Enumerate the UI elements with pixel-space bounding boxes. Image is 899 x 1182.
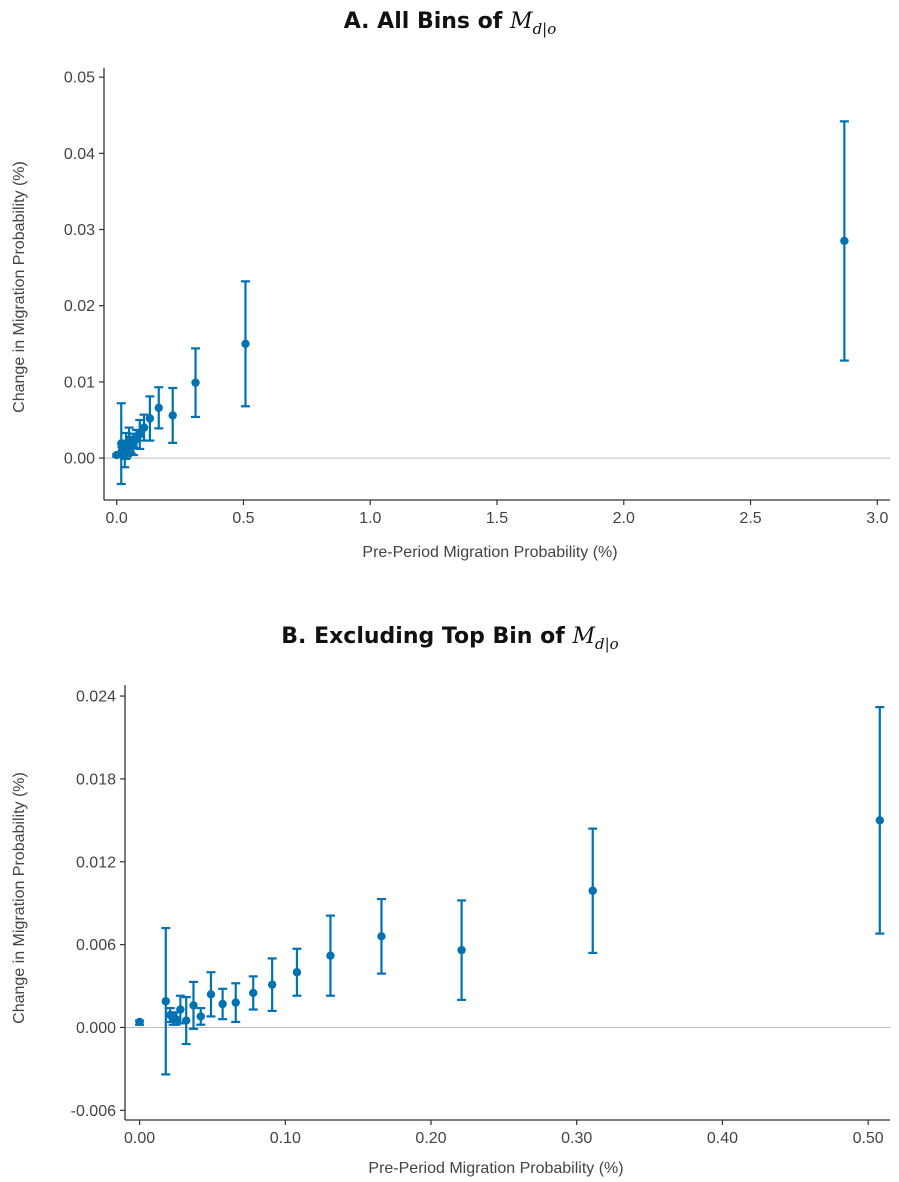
panel-b-title-text: B. Excluding Top Bin of <box>281 624 572 649</box>
panel-a-x-tick-label: 0.5 <box>232 510 254 527</box>
panel-a-y-axis-label: Change in Migration Probability (%) <box>11 161 28 413</box>
panel-b-data-point <box>457 945 466 955</box>
panel-a-data-point <box>840 236 849 246</box>
panel-b-y-tick-label: 0.006 <box>76 937 116 954</box>
panel-b-data-point <box>231 998 240 1007</box>
panel-a-data-point <box>168 411 177 420</box>
panel-a: A. All Bins of Md|o 0.0 0.5 1.0 1.5 2.0 2.5 3.… <box>11 9 890 561</box>
panel-b-y-tick-label: 0.012 <box>76 854 116 871</box>
panel-b-x-tick-label: 0.20 <box>415 1130 446 1147</box>
panel-a-x-tick-label: 2.5 <box>739 510 761 527</box>
panel-a-x-tick-label: 1.0 <box>359 510 381 527</box>
panel-b-data-point <box>292 968 302 977</box>
panel-b-data-point <box>176 1005 185 1014</box>
panel-a-x-tick-label: 3.0 <box>866 510 888 527</box>
panel-b-y-tick-label: 0.000 <box>76 1020 116 1037</box>
panel-a-y-tick-label: 0.01 <box>64 374 95 391</box>
panel-a-y-tick-label: 0.04 <box>64 146 95 163</box>
panel-b-data-point <box>171 1014 181 1024</box>
panel-b-data-point <box>218 999 227 1009</box>
panel-b-data-point <box>875 816 884 825</box>
panel-b-data-point <box>326 951 335 960</box>
panel-a-data-point <box>139 423 149 432</box>
panel-b-data-point <box>196 1012 205 1021</box>
panel-b-data-point <box>182 1016 191 1025</box>
panel-b-title-math-sub: d|o <box>595 635 619 653</box>
panel-b-data-point <box>135 1017 144 1027</box>
panel-a-y-tick-label: 0.05 <box>64 70 95 87</box>
panel-b-title: B. Excluding Top Bin of Md|o <box>281 624 618 653</box>
panel-b-x-tick-label: 0.00 <box>124 1130 155 1147</box>
panel-a-y-tick-label: 0.02 <box>64 298 95 315</box>
panel-b-y-tick-label: -0.006 <box>71 1103 116 1120</box>
panel-a-x-tick-label: 0.0 <box>106 510 128 527</box>
panel-a-y-tick-label: 0.03 <box>64 222 95 239</box>
panel-b-plot: 0.00 0.10 0.20 0.30 0.40 0.50 -0.006 0.000 0.006… <box>71 685 890 1147</box>
panel-a-data-point <box>135 430 144 439</box>
panel-b-y-tick-label: 0.024 <box>76 689 116 706</box>
panel-b-y-axis-label: Change in Migration Probability (%) <box>11 772 28 1024</box>
panel-b-data-point <box>161 997 170 1006</box>
panel-b-x-tick-label: 0.50 <box>853 1130 884 1147</box>
panel-b-x-tick-label: 0.30 <box>561 1130 592 1147</box>
panel-b-data-point <box>588 886 597 895</box>
panel-b-y-tick-label: 0.018 <box>76 771 116 788</box>
panel-a-title-math: M <box>509 9 533 34</box>
panel-b-x-tick-label: 0.40 <box>707 1130 738 1147</box>
panel-a-x-axis-label: Pre-Period Migration Probability (%) <box>362 544 617 561</box>
panel-a-data-point <box>191 378 200 387</box>
panel-b-x-axis-label: Pre-Period Migration Probability (%) <box>368 1160 623 1177</box>
panel-a-title-text: A. All Bins of <box>344 9 510 34</box>
panel-b-title-math: M <box>571 624 595 649</box>
panel-a-x-tick-label: 1.5 <box>486 510 508 527</box>
panel-a-plot: 0.0 0.5 1.0 1.5 2.0 2.5 3.0 0.00 0.01 0.02 0.03 0.0… <box>64 68 890 527</box>
panel-a-title: A. All Bins of Md|o <box>344 9 557 38</box>
panel-a-x-tick-label: 2.0 <box>613 510 635 527</box>
panel-b-x-tick-label: 0.10 <box>270 1130 301 1147</box>
panel-a-data-point <box>154 403 163 413</box>
panel-a-data-point <box>145 414 155 423</box>
panel-b-data-point <box>189 1001 198 1010</box>
panel-b-data-point <box>249 988 258 998</box>
panel-b-data-point <box>377 932 386 941</box>
panel-b-data-point <box>206 990 216 999</box>
panel-a-data-point <box>241 339 250 349</box>
panel-b-data-point <box>267 980 277 989</box>
panel-b: B. Excluding Top Bin of Md|o 0.00 0.10 0.2… <box>11 624 890 1177</box>
panel-a-title-math-sub: d|o <box>533 20 557 38</box>
panel-a-y-tick-label: 0.00 <box>64 451 95 468</box>
